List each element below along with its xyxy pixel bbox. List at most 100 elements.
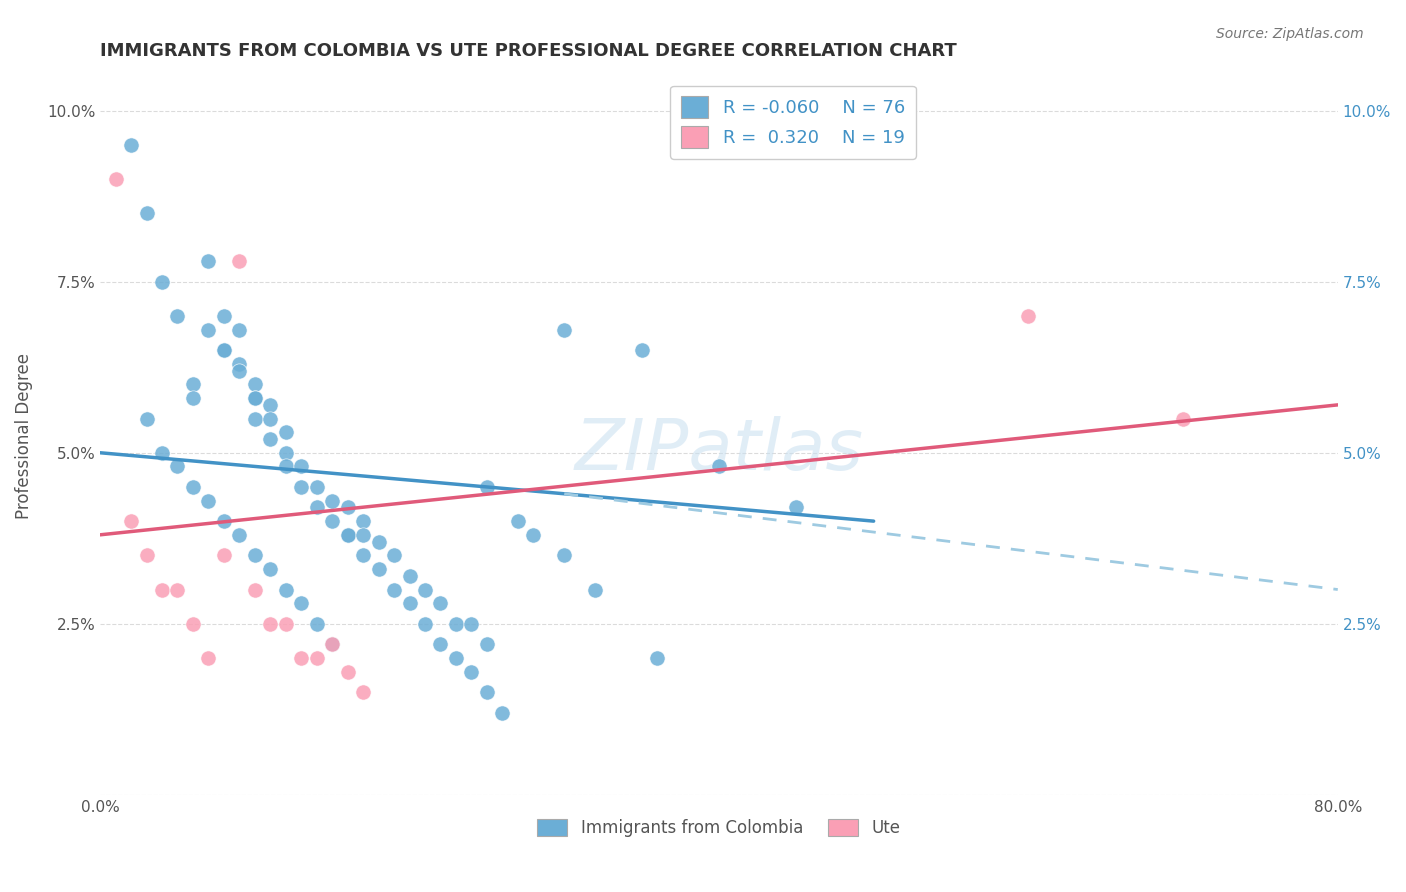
Point [212,343,235,358]
Point [228,364,250,378]
Text: IMMIGRANTS FROM COLOMBIA VS UTE PROFESSIONAL DEGREE CORRELATION CHART: IMMIGRANTS FROM COLOMBIA VS UTE PROFESSI… [100,42,957,60]
Point [645,651,668,665]
Point [166,309,188,323]
Point [243,391,266,405]
Point [197,651,219,665]
Point [274,446,297,460]
Point [197,493,219,508]
Point [181,391,204,405]
Point [150,446,173,460]
Point [336,528,359,542]
Point [707,459,730,474]
Point [336,528,359,542]
Point [274,425,297,440]
Point [352,528,374,542]
Point [382,582,405,597]
Point [290,480,312,494]
Point [243,582,266,597]
Point [352,685,374,699]
Point [429,596,451,610]
Point [166,459,188,474]
Point [197,323,219,337]
Point [135,206,157,220]
Point [553,549,575,563]
Point [522,528,544,542]
Point [243,391,266,405]
Point [259,432,281,446]
Point [181,480,204,494]
Point [290,651,312,665]
Point [429,637,451,651]
Point [228,357,250,371]
Point [444,616,467,631]
Point [321,637,343,651]
Point [228,254,250,268]
Point [120,514,142,528]
Point [336,500,359,515]
Point [259,398,281,412]
Point [274,459,297,474]
Point [321,514,343,528]
Point [491,706,513,720]
Point [398,569,420,583]
Point [413,616,436,631]
Point [305,500,328,515]
Point [398,596,420,610]
Point [243,549,266,563]
Point [259,616,281,631]
Point [181,377,204,392]
Y-axis label: Professional Degree: Professional Degree [15,352,32,518]
Point [181,616,204,631]
Point [336,665,359,679]
Point [367,562,389,576]
Point [150,582,173,597]
Point [274,616,297,631]
Text: Source: ZipAtlas.com: Source: ZipAtlas.com [1216,27,1364,41]
Point [290,596,312,610]
Point [413,582,436,597]
Point [150,275,173,289]
Point [212,309,235,323]
Point [135,549,157,563]
Point [382,549,405,563]
Point [785,500,807,515]
Point [212,514,235,528]
Point [583,582,606,597]
Point [228,528,250,542]
Point [1017,309,1039,323]
Point [243,377,266,392]
Point [460,665,482,679]
Legend: Immigrants from Colombia, Ute: Immigrants from Colombia, Ute [530,813,907,844]
Point [290,459,312,474]
Point [228,323,250,337]
Text: ZIPatlas: ZIPatlas [575,416,863,484]
Point [259,562,281,576]
Point [321,637,343,651]
Point [135,411,157,425]
Point [475,685,498,699]
Point [197,254,219,268]
Point [367,534,389,549]
Point [274,582,297,597]
Point [243,411,266,425]
Point [352,514,374,528]
Point [475,637,498,651]
Point [305,616,328,631]
Point [1171,411,1194,425]
Point [305,480,328,494]
Point [553,323,575,337]
Point [630,343,652,358]
Point [212,549,235,563]
Point [259,411,281,425]
Point [352,549,374,563]
Point [120,138,142,153]
Point [460,616,482,631]
Point [166,582,188,597]
Point [444,651,467,665]
Point [475,480,498,494]
Point [104,172,127,186]
Point [305,651,328,665]
Point [212,343,235,358]
Point [506,514,529,528]
Point [321,493,343,508]
